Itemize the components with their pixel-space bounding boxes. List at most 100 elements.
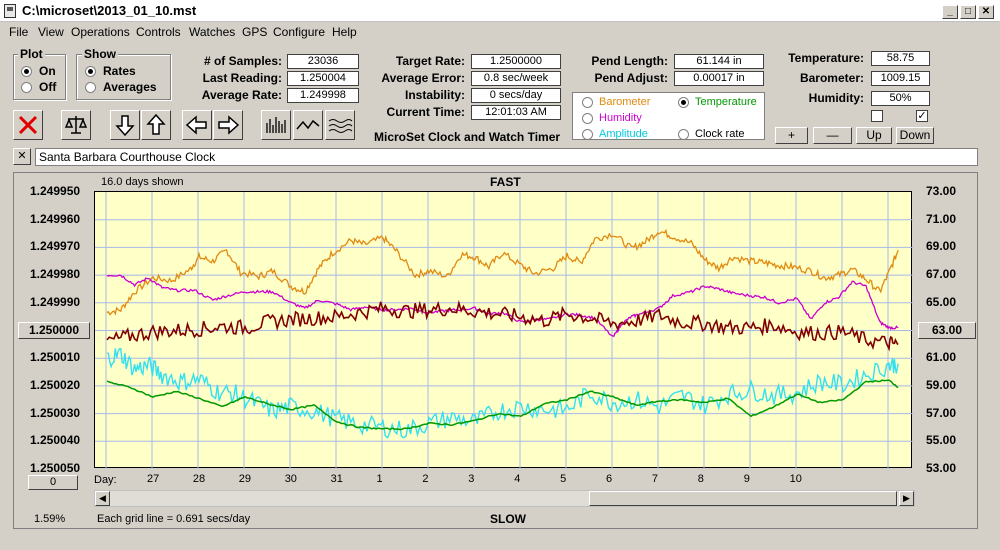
- days-shown-label: 16.0 days shown: [101, 176, 184, 188]
- scroll-left-button[interactable]: ◀: [95, 491, 110, 506]
- aux-select-panel: [572, 92, 765, 140]
- samples-value: 23036: [287, 54, 359, 69]
- temperature-label: Temperature:: [788, 51, 864, 65]
- clock-name-field[interactable]: Santa Barbara Courthouse Clock: [35, 148, 978, 166]
- close-clock-button[interactable]: ✕: [13, 148, 31, 165]
- arrow-left-button[interactable]: [182, 110, 212, 140]
- x-axis-tick: 1: [376, 473, 383, 485]
- menu-configure[interactable]: Configure: [273, 25, 326, 39]
- show-averages-label: Averages: [103, 80, 157, 94]
- menu-gps[interactable]: GPS: [242, 25, 268, 39]
- humidity-option-label: Humidity: [599, 112, 642, 124]
- series-barometer: [106, 228, 899, 316]
- right-axis-tick: 53.00: [926, 461, 957, 475]
- x-axis-tick: 8: [697, 473, 704, 485]
- minus-button[interactable]: —: [813, 127, 852, 144]
- left-axis-tick: 1.249990: [30, 294, 81, 309]
- average-error-value: 0.8 sec/week: [471, 71, 561, 86]
- left-axis-tick: 1.250020: [30, 377, 81, 392]
- x-axis-tick: 5: [560, 473, 567, 485]
- arrow-down-button[interactable]: [110, 110, 140, 140]
- target-rate-value: 1.2500000: [471, 54, 561, 69]
- plot-on-label: On: [39, 64, 56, 78]
- maximize-button[interactable]: □: [960, 5, 976, 19]
- menu-operations[interactable]: Operations: [71, 25, 130, 39]
- x-axis-tick: 28: [192, 473, 206, 485]
- plus-button[interactable]: +: [775, 127, 808, 144]
- line-graph-icon: [296, 119, 320, 130]
- barometer-label: Barometer:: [799, 71, 864, 85]
- x-axis-tick: 29: [238, 473, 252, 485]
- bottom-left-button[interactable]: 0: [28, 475, 78, 490]
- pend-adjust-label: Pend Adjust:: [594, 71, 668, 85]
- left-checkbox[interactable]: [871, 110, 883, 122]
- menu-watches[interactable]: Watches: [189, 25, 236, 39]
- left-axis-tick: 1.249970: [30, 239, 81, 254]
- delete-button[interactable]: [13, 110, 43, 140]
- samples-label: # of Samples:: [203, 54, 282, 68]
- last-reading-label: Last Reading:: [202, 71, 282, 85]
- menu-controls[interactable]: Controls: [136, 25, 181, 39]
- average-rate-value: 1.249998: [287, 88, 359, 103]
- delete-icon: [18, 115, 38, 135]
- down-button[interactable]: Down: [896, 127, 934, 144]
- x-axis-tick: 7: [651, 473, 659, 485]
- x-axis-tick: 10: [789, 473, 802, 485]
- plot-on-radio[interactable]: [21, 66, 32, 77]
- right-axis-tick: 65.00: [926, 294, 957, 309]
- instability-value: 0 secs/day: [471, 88, 561, 103]
- plot-off-radio[interactable]: [21, 82, 32, 93]
- scroll-thumb[interactable]: [589, 491, 897, 506]
- barometer-value: 1009.15: [871, 71, 930, 86]
- humidity-value: 50%: [871, 91, 930, 106]
- horizontal-scrollbar[interactable]: ◀ ▶: [94, 490, 915, 507]
- close-button[interactable]: ✕: [978, 5, 994, 19]
- wave-graph-button[interactable]: [325, 110, 355, 140]
- show-group: [76, 54, 171, 100]
- barometer-radio[interactable]: [582, 97, 593, 108]
- right-center-button[interactable]: 63.00: [918, 322, 976, 339]
- graph-area[interactable]: [94, 191, 913, 469]
- menu-view[interactable]: View: [38, 25, 64, 39]
- line-graph-button[interactable]: [293, 110, 323, 140]
- bar-graph-button[interactable]: [261, 110, 291, 140]
- app-icon: [4, 4, 16, 18]
- x-axis-tick: 6: [606, 473, 613, 485]
- show-rates-radio[interactable]: [85, 66, 96, 77]
- minimize-button[interactable]: _: [942, 5, 958, 19]
- right-axis-tick: 57.00: [926, 405, 957, 420]
- balance-button[interactable]: [61, 110, 91, 140]
- arrow-down-icon: [115, 115, 135, 137]
- arrow-right-icon: [218, 115, 240, 135]
- pend-length-value: 61.144 in: [674, 54, 764, 69]
- left-axis-tick: 1.250030: [30, 405, 81, 420]
- clock-rate-radio[interactable]: [678, 129, 689, 140]
- arrow-right-button[interactable]: [213, 110, 243, 140]
- show-group-title: Show: [82, 47, 118, 61]
- temperature-radio[interactable]: [678, 97, 689, 108]
- amplitude-option-label: Amplitude: [599, 128, 648, 140]
- menu-help[interactable]: Help: [332, 25, 357, 39]
- instability-label: Instability:: [404, 88, 465, 102]
- barometer-option-label: Barometer: [599, 96, 651, 108]
- left-axis-tick: 1.249980: [30, 267, 81, 282]
- temperature-option-label: Temperature: [695, 96, 757, 108]
- percent-label: 1.59%: [34, 513, 66, 525]
- left-axis-tick: 1.250050: [30, 461, 81, 475]
- humidity-label: Humidity:: [808, 91, 864, 105]
- plot-group-title: Plot: [18, 47, 45, 61]
- current-time-value: 12:01:03 AM: [471, 105, 561, 120]
- right-checkbox[interactable]: ✓: [916, 110, 928, 122]
- menu-file[interactable]: File: [9, 25, 29, 39]
- day-label: Day:: [94, 474, 117, 486]
- x-axis-tick: 9: [743, 473, 750, 485]
- x-axis-tick: 2: [422, 473, 429, 485]
- up-button[interactable]: Up: [856, 127, 892, 144]
- amplitude-radio[interactable]: [582, 129, 593, 140]
- plot-off-label: Off: [39, 80, 57, 94]
- humidity-radio[interactable]: [582, 113, 593, 124]
- show-averages-radio[interactable]: [85, 82, 96, 93]
- scroll-right-button[interactable]: ▶: [899, 491, 914, 506]
- arrow-up-button[interactable]: [141, 110, 171, 140]
- left-center-button[interactable]: 1.250000: [18, 322, 90, 339]
